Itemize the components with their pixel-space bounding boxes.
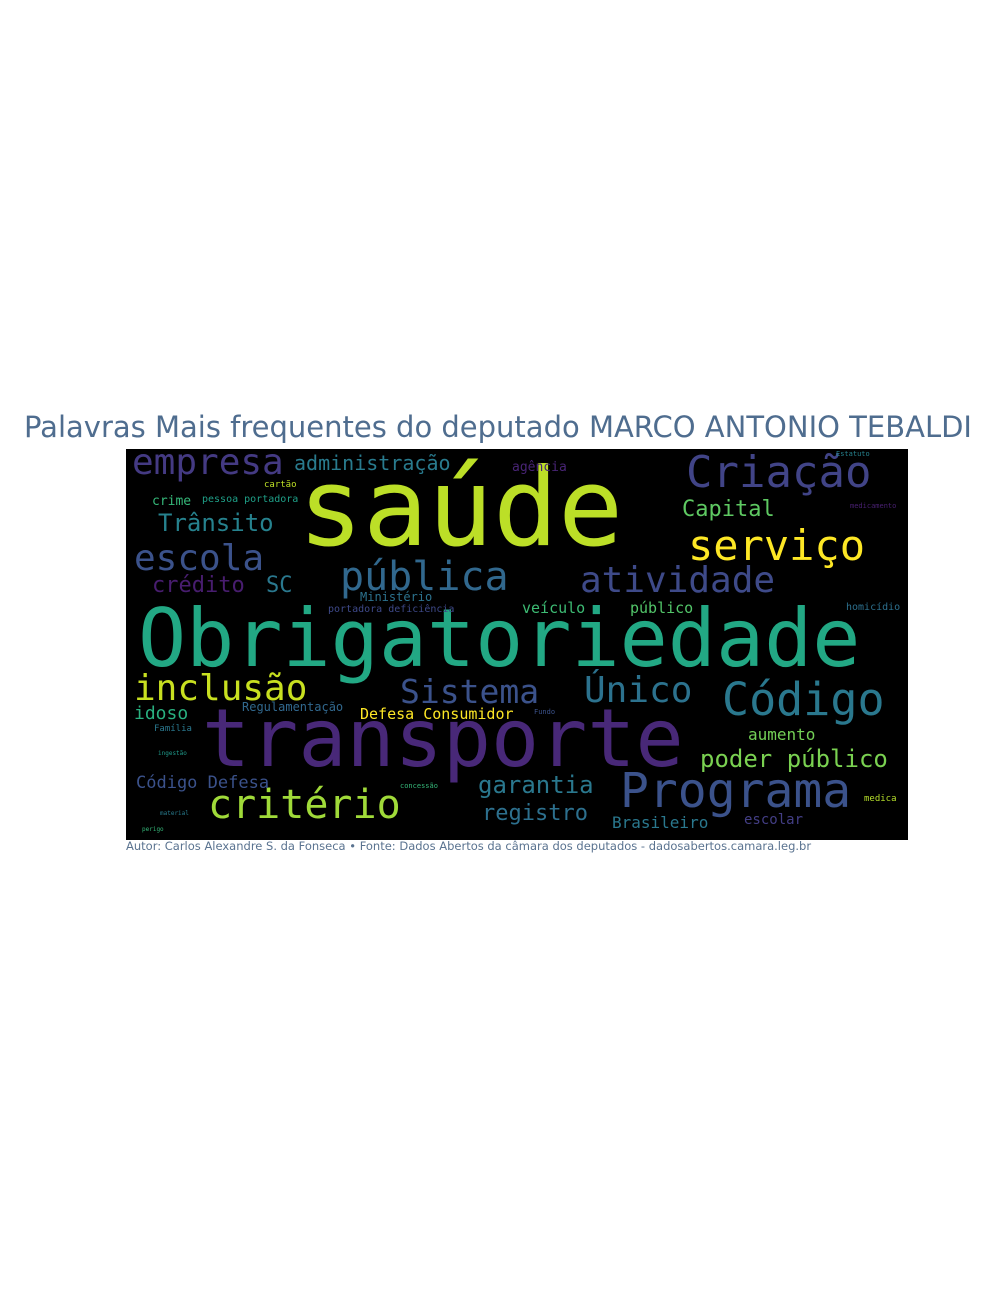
word: cartão	[264, 480, 297, 490]
word: Obrigatoriedade	[138, 592, 861, 685]
word: veículo	[522, 599, 586, 617]
word: Ministério	[360, 590, 433, 604]
word: idoso	[134, 703, 189, 724]
word: Defesa Consumidor	[360, 705, 514, 723]
word: Brasileiro	[612, 813, 709, 832]
word: Regulamentação	[242, 700, 344, 714]
word: Sistema	[400, 672, 540, 711]
word: crime	[152, 494, 192, 509]
word: registro	[482, 801, 588, 826]
word: Código	[722, 673, 885, 726]
word: empresa	[132, 449, 284, 483]
word-cloud: saúde Obrigatoriedade transporte Criação…	[126, 449, 908, 840]
word: transporte	[202, 692, 684, 785]
word: pública	[340, 554, 509, 600]
word: saúde	[298, 449, 624, 571]
word: crédito	[152, 573, 245, 598]
word: pessoa portadora	[202, 494, 299, 505]
word: Código Defesa	[136, 773, 270, 793]
word: Fundo	[534, 708, 556, 716]
word: medicamento	[850, 502, 897, 510]
word: portadora deficiência	[328, 604, 455, 615]
word: critério	[208, 782, 401, 828]
word: agência	[512, 460, 567, 475]
word: poder público	[700, 745, 888, 773]
word: Família	[154, 724, 192, 734]
chart-title: Palavras Mais frequentes do deputado MAR…	[24, 410, 972, 444]
word: Criação	[686, 449, 872, 498]
source-caption: Autor: Carlos Alexandre S. da Fonseca • …	[126, 839, 812, 853]
word: homicídio	[846, 602, 901, 613]
word: escolar	[744, 812, 804, 828]
word: ingestão	[158, 750, 187, 757]
word: concessão	[400, 782, 438, 790]
word: Estatuto	[836, 450, 870, 458]
word: medica	[864, 794, 897, 804]
word: público	[630, 599, 694, 617]
word: escola	[134, 538, 265, 579]
word: garantia	[478, 771, 594, 799]
word: SC	[266, 573, 293, 598]
word: material	[160, 810, 189, 817]
word: Trânsito	[158, 509, 274, 537]
word: inclusão	[134, 668, 308, 709]
word: Único	[584, 670, 693, 711]
word: serviço	[688, 521, 866, 570]
word: atividade	[580, 560, 776, 601]
word: Programa	[620, 763, 852, 819]
word: aumento	[748, 725, 816, 744]
word: Capital	[682, 497, 775, 522]
word: administração	[294, 451, 451, 475]
word: perigo	[142, 826, 164, 833]
